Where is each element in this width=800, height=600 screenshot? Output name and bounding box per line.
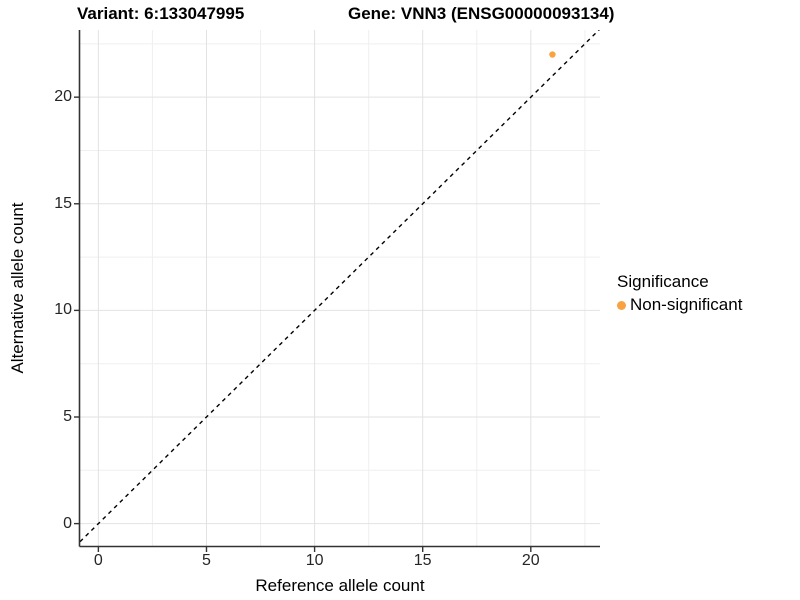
y-tick-label-20: 20 [54,88,72,106]
x-axis-title: Reference allele count [255,576,425,595]
x-tick-label-20: 20 [521,552,540,569]
x-tick-label-15: 15 [413,552,432,569]
y-tick-label-0: 0 [63,514,72,532]
y-axis-title: Alternative allele count [8,202,27,374]
legend-key-dot-icon [617,300,626,310]
x-tick-label-0: 0 [93,552,103,569]
legend: Significance Non-significant [617,272,742,315]
y-tick-label-15: 15 [54,194,72,212]
plot-title-gene: Gene: VNN3 (ENSG00000093134) [348,4,615,23]
legend-entry-non-significant: Non-significant [617,295,742,315]
x-tick-label-5: 5 [202,552,211,569]
x-tick-label-10: 10 [305,552,324,569]
legend-title: Significance [617,272,709,291]
legend-entry-label: Non-significant [630,295,743,314]
y-tick-label-5: 5 [63,408,72,425]
y-tick-label-10: 10 [54,301,72,319]
data-point [549,51,556,58]
plot-title-variant: Variant: 6:133047995 [77,4,245,23]
identity-dashed-line [80,30,600,543]
